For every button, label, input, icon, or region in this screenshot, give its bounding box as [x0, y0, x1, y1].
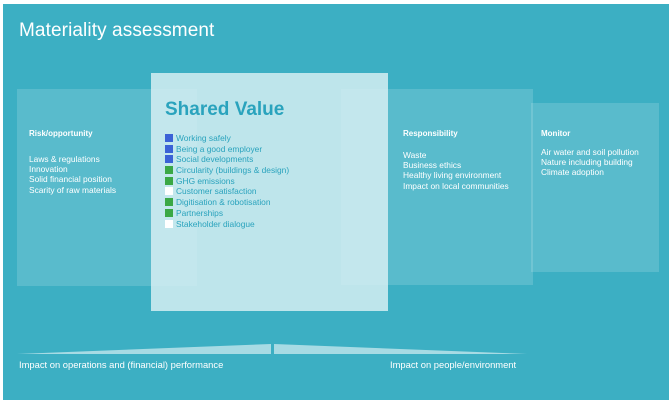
- shared-value-panel: [151, 73, 388, 311]
- impact-operations-label: Impact on operations and (financial) per…: [19, 359, 224, 370]
- shared-value-item-label: GHG emissions: [176, 175, 235, 186]
- materiality-diagram: Materiality assessment Risk/opportunity …: [3, 4, 669, 400]
- responsibility-item: Business ethics: [403, 160, 462, 171]
- color-square-icon: [165, 198, 173, 207]
- risk-item: Laws & regulations: [29, 154, 100, 164]
- shared-value-item-label: Stakeholder dialogue: [176, 218, 255, 229]
- shared-value-item-label: Digitisation & robotisation: [176, 197, 271, 208]
- right-impact-wedge: [274, 344, 527, 354]
- shared-value-item-label: Customer satisfaction: [176, 186, 257, 197]
- monitor-item: Nature including building: [541, 157, 633, 168]
- shared-value-item-label: Being a good employer: [176, 143, 263, 154]
- risk-items: Laws & regulations Innovation Solid fina…: [29, 154, 116, 195]
- monitor-item: Air water and soil pollution: [541, 147, 639, 157]
- impact-people-label: Impact on people/environment: [390, 359, 517, 370]
- risk-heading: Risk/opportunity: [29, 129, 93, 138]
- risk-item: Innovation: [29, 164, 68, 175]
- risk-item: Solid financial position: [29, 174, 112, 185]
- color-square-icon: [165, 187, 173, 196]
- color-square-icon: [165, 155, 173, 164]
- color-square-icon: [165, 219, 173, 228]
- monitor-item: Climate adoption: [541, 167, 604, 178]
- color-square-icon: [165, 166, 173, 175]
- monitor-items: Air water and soil pollution Nature incl…: [541, 147, 639, 178]
- color-square-icon: [165, 144, 173, 153]
- shared-value-item-label: Partnerships: [176, 207, 224, 218]
- responsibility-item: Waste: [403, 150, 427, 160]
- color-square-icon: [165, 134, 173, 142]
- shared-value-item-label: Social developments: [176, 154, 254, 165]
- shared-value-item-label: Working safely: [176, 133, 231, 143]
- risk-item: Scarity of raw materials: [29, 184, 117, 195]
- color-square-icon: [165, 208, 173, 217]
- responsibility-heading: Responsibility: [403, 129, 458, 138]
- left-impact-wedge: [17, 344, 271, 354]
- monitor-heading: Monitor: [541, 129, 571, 138]
- responsibility-item: Healthy living environment: [403, 170, 502, 181]
- impact-wedges: [17, 344, 527, 354]
- color-square-icon: [165, 176, 173, 185]
- diagram-title: Materiality assessment: [19, 20, 215, 41]
- monitor-panel: [531, 103, 659, 272]
- shared-value-heading: Shared Value: [165, 99, 285, 120]
- responsibility-items: Waste Business ethics Healthy living env…: [403, 150, 509, 191]
- shared-value-item-label: Circularity (buildings & design): [176, 165, 290, 176]
- responsibility-item: Impact on local communities: [403, 180, 509, 191]
